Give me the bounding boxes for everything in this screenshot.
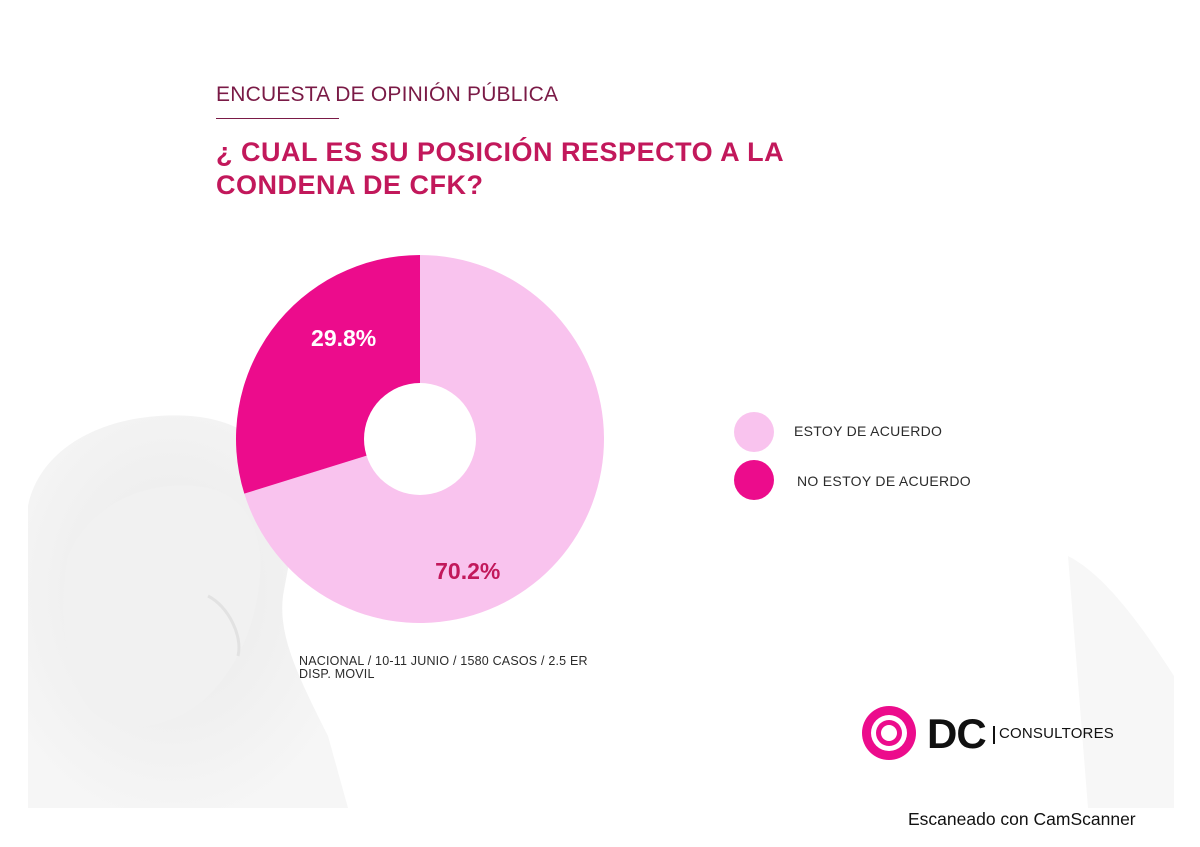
legend-label-disagree: NO ESTOY DE ACUERDO bbox=[797, 473, 972, 489]
footnote-line-1: NACIONAL / 10-11 JUNIO / 1580 CASOS / 2.… bbox=[299, 654, 588, 668]
donut-chart: 70.2% 29.8% bbox=[236, 255, 605, 623]
slice-label-agree: 70.2% bbox=[435, 558, 500, 584]
donut-hole bbox=[364, 383, 476, 495]
survey-eyebrow: ENCUESTA DE OPINIÓN PÚBLICA bbox=[216, 83, 559, 106]
eyebrow-underline bbox=[216, 118, 339, 119]
question-line-1: ¿ CUAL ES SU POSICIÓN RESPECTO A LA bbox=[216, 137, 785, 167]
camscanner-watermark: Escaneado con CamScanner bbox=[908, 809, 1136, 829]
logo-wordmark: CONSULTORES bbox=[999, 725, 1115, 742]
legend-label-agree: ESTOY DE ACUERDO bbox=[794, 423, 943, 439]
logo-ring-icon bbox=[862, 706, 916, 760]
survey-question: ¿ CUAL ES SU POSICIÓN RESPECTO A LA COND… bbox=[216, 136, 916, 202]
legend-swatch-disagree bbox=[734, 460, 774, 500]
dc-consultores-logo: DC CONSULTORES bbox=[860, 704, 1160, 770]
logo-letters: DC bbox=[927, 710, 987, 757]
question-line-2: CONDENA DE CFK? bbox=[216, 170, 484, 200]
survey-card: ENCUESTA DE OPINIÓN PÚBLICA ¿ CUAL ES SU… bbox=[28, 36, 1174, 808]
legend-swatch-agree bbox=[734, 412, 774, 452]
slice-label-disagree: 29.8% bbox=[311, 325, 376, 351]
footnote-line-2: DISP. MOVIL bbox=[299, 667, 375, 681]
survey-footnote: NACIONAL / 10-11 JUNIO / 1580 CASOS / 2.… bbox=[299, 655, 588, 681]
logo-separator bbox=[993, 726, 995, 744]
